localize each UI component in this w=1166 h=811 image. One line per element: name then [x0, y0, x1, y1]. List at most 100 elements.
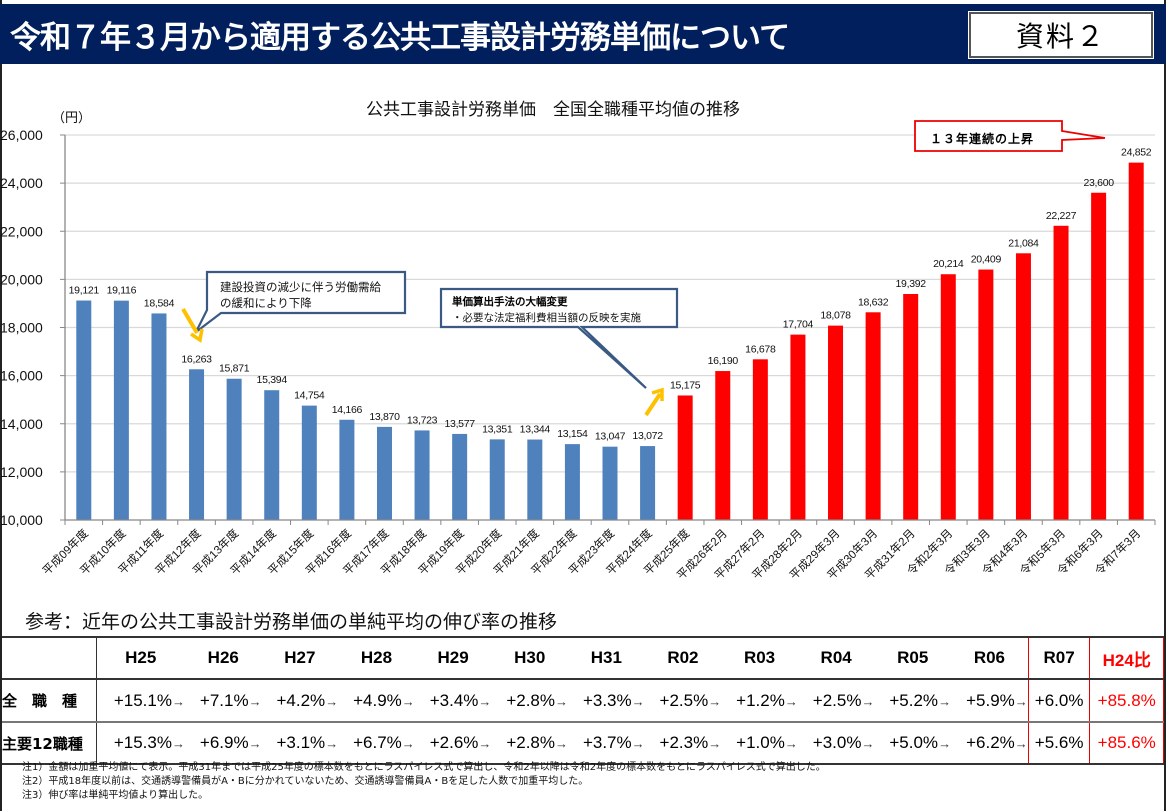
value-label: 18,078 — [820, 310, 851, 322]
arrow-icon: → — [631, 736, 645, 751]
bar — [564, 444, 580, 520]
bar — [978, 269, 994, 520]
rate-cell: +2.3%→ — [645, 722, 722, 764]
rate-value: +2.6% — [429, 733, 479, 752]
value-labels: 19,121 19,116 18,584 16,263 15,871 15,394 14,7… — [69, 147, 1152, 443]
bar — [489, 439, 505, 520]
bar — [715, 371, 731, 520]
rate-value: +6.9% — [199, 733, 249, 752]
value-label: 16,263 — [181, 353, 212, 365]
bar — [828, 325, 844, 520]
rate-value: +1.0% — [736, 733, 785, 752]
footnote-1: 注1）金額は加重平均値にて表示。平成31年までは平成25年度の標本数をもとにラス… — [22, 762, 826, 773]
bar — [113, 300, 129, 520]
y-axis-ticks: 10,000 12,000 14,000 16,000 18,000 20,000 22,0… — [0, 127, 65, 528]
bar — [865, 312, 881, 520]
rate-cell: +2.6%→ — [415, 722, 492, 764]
table-header-row: H25 H26 H27 H28 H29 H30 H31 R02 R03 R04 … — [2, 637, 1164, 679]
bar — [301, 405, 317, 520]
bar — [376, 426, 392, 520]
bar — [1128, 162, 1144, 520]
bar — [903, 294, 919, 520]
arrow-icon: → — [478, 736, 492, 751]
document-badge: 資料２ — [968, 11, 1154, 59]
value-label: 19,121 — [69, 285, 100, 297]
value-label: 17,704 — [783, 319, 814, 331]
value-label: 24,852 — [1121, 147, 1152, 159]
y-tick-label: 10,000 — [0, 512, 43, 528]
table-row-all-trades: 全 職 種 +15.1%→ +7.1%→ +4.2%→ +4.9%→ +3.4%→ +2.8… — [2, 679, 1164, 722]
page-title: 令和７年３月から適用する公共工事設計労務単価について — [10, 20, 790, 56]
arrow-icon: → — [555, 736, 569, 751]
value-label: 20,214 — [933, 258, 964, 270]
bar — [640, 446, 656, 520]
bar — [790, 334, 806, 520]
rate-value: +4.9% — [353, 690, 402, 710]
value-label: 18,584 — [144, 297, 175, 309]
column-header: H27 — [284, 648, 316, 667]
bars — [76, 162, 1144, 520]
column-header: H25 — [125, 648, 157, 667]
arrow-icon: → — [861, 736, 875, 751]
arrow-icon: → — [325, 693, 339, 709]
bar — [1091, 192, 1107, 520]
bar — [339, 419, 355, 520]
bar — [940, 274, 956, 520]
rate-value: +15.3% — [113, 733, 172, 752]
callout-text: ・必要な法定福利費相当額の反映を実施 — [452, 311, 641, 324]
value-label: 16,678 — [745, 343, 776, 355]
arrow-icon: → — [1014, 736, 1028, 751]
table-row-main-12-trades: 主要12職種 +15.3%→ +6.9%→ +3.1%→ +6.7%→ +2.6%→ +2.… — [2, 722, 1164, 764]
column-header-cumulative: H24比 — [1089, 637, 1164, 679]
value-label: 21,084 — [1008, 237, 1039, 249]
column-header: H28 — [360, 648, 393, 667]
rate-value: +5.2% — [889, 690, 939, 710]
rate-cell: +6.2%→ — [951, 722, 1028, 764]
value-label: 13,072 — [632, 430, 663, 442]
rate-cell: +3.1%→ — [262, 722, 339, 764]
rate-cell: +4.2%→ — [262, 679, 339, 722]
growth-rate-table: H25 H26 H27 H28 H29 H30 H31 R02 R03 R04 … — [2, 636, 1164, 765]
value-label: 16,190 — [708, 355, 739, 367]
y-tick-label: 14,000 — [0, 416, 43, 432]
column-header: H30 — [514, 648, 546, 667]
value-label: 13,047 — [595, 431, 626, 443]
value-label: 19,116 — [107, 285, 137, 297]
callout-title: 単価算出手法の大幅変更 — [452, 295, 568, 308]
rate-cell: +3.3%→ — [568, 679, 645, 722]
arrow-icon: → — [555, 693, 569, 709]
value-label: 20,409 — [971, 254, 1002, 266]
bar-chart: 公共工事設計労務単価 全国全職種平均値の推移 （円） 10,00012,0001… — [0, 100, 1156, 582]
value-label: 19,392 — [896, 278, 927, 290]
y-tick-label: 20,000 — [0, 271, 43, 287]
rate-cell: +5.0%→ — [874, 722, 951, 764]
bar — [1053, 225, 1069, 520]
reference-title: 参考：近年の公共工事設計労務単価の単純平均の伸び率の推移 — [25, 611, 558, 633]
axes — [64, 135, 1156, 525]
bar — [602, 446, 618, 520]
rate-value: +85.6% — [1097, 733, 1156, 752]
rate-value: +85.8% — [1097, 690, 1156, 710]
arrow-icon: → — [708, 693, 722, 709]
down-arrow-head-icon — [190, 328, 204, 343]
rate-cell: +15.1%→ — [96, 679, 185, 722]
column-header: R03 — [743, 648, 776, 667]
value-label: 14,166 — [332, 404, 363, 416]
value-label: 13,344 — [520, 424, 551, 436]
up-arrow-icon — [644, 392, 662, 417]
y-tick-label: 24,000 — [0, 175, 43, 191]
value-label: 15,394 — [257, 374, 288, 386]
column-header: H31 — [590, 648, 622, 667]
callout-text: 建設投資の減少に伴う労働需給 — [220, 280, 381, 294]
rate-cell: +2.8%→ — [491, 722, 568, 764]
arrow-icon: → — [171, 736, 185, 751]
rate-cell: +5.9%→ — [951, 679, 1028, 722]
arrow-icon: → — [861, 693, 875, 709]
callout-box — [439, 287, 679, 389]
rate-value: +3.4% — [429, 690, 479, 710]
value-label: 18,632 — [858, 296, 889, 308]
y-tick-label: 22,000 — [0, 223, 43, 239]
callout-title: １３年連続の上昇 — [930, 131, 1034, 146]
arrow-icon: → — [401, 693, 415, 709]
bar — [1015, 253, 1031, 520]
